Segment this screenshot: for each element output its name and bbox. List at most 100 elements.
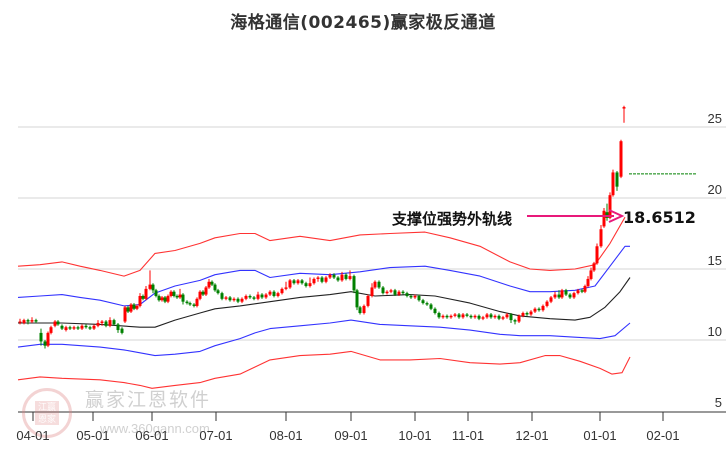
band-inner_upper [17,245,630,307]
chart-title: 海格通信(002465)赢家极反通道 [230,13,496,33]
candle-body [264,294,268,298]
x-tick-label: 12-01 [515,428,549,443]
candle-body [120,328,124,333]
candle-body [46,332,50,346]
candle-body [60,325,64,329]
candle-body [210,281,214,285]
candle-body [316,277,320,279]
x-tick-label: 02-01 [646,428,680,443]
candle-body [207,281,211,288]
candle-body [248,295,252,298]
candle-body [129,304,133,312]
candle-body [172,291,176,296]
candle-body [96,322,100,326]
candle-body [198,291,202,299]
candle-body [272,291,276,296]
candle-body [157,295,161,301]
candle-body [308,283,312,287]
candle-body [417,295,421,301]
candle-body [181,294,185,302]
candle-body [324,277,328,282]
candle-body [493,315,497,318]
candle-body [108,320,112,326]
watermark-text: 赢家江恩软件 [85,389,212,411]
y-tick-label: 20 [707,182,722,197]
candle-body [224,297,228,299]
candle-body [366,295,370,306]
candle-body [141,295,145,299]
candle-body [138,295,142,306]
candle-body [328,274,332,278]
candle-body [30,320,34,322]
watermark-seal-text: 江赢恩家 [35,401,59,425]
candle-body [370,287,374,296]
candle-body [104,321,108,326]
y-tick-label: 25 [707,111,722,126]
candle-body [160,297,164,301]
candle-body [26,320,30,322]
band-outer_upper [17,216,626,277]
candle-body [135,305,139,309]
candle-body [92,325,96,329]
candle-body [252,297,256,299]
annotation-label: 支撑位强势外轨线 [392,210,513,228]
candle-body [204,287,208,295]
candle-body [433,308,437,314]
candle-body [123,307,127,322]
candle-body [545,301,549,306]
candle-body [389,290,393,292]
candle-body [232,298,236,301]
candle-body [393,290,397,295]
candle-body [100,321,104,323]
candle-body [53,321,57,326]
candle-body [112,320,116,325]
candle-body [80,325,84,329]
candle-body [485,314,489,318]
candle-body [151,284,155,291]
candle-body [68,327,72,329]
candle-body [521,313,525,316]
candle-body [509,314,513,321]
candle-body [344,274,348,279]
candle-body [144,288,148,299]
band-outer_lower [17,350,631,389]
candle-body [413,295,417,298]
candle-body [397,291,401,295]
x-tick-label: 01-01 [583,428,617,443]
candle-body [549,297,553,302]
candle-body [340,274,344,281]
candle-body [586,278,590,287]
candle-body [49,327,53,333]
candle-body [421,300,425,304]
candle-body [163,297,167,302]
candle-body [18,321,22,323]
candle-body [268,291,272,295]
candle-body [592,263,596,271]
candle-body [256,294,260,299]
x-tick-label: 05-01 [76,428,110,443]
candle-body [461,314,465,318]
candle-body [220,293,224,299]
candle-body [557,294,561,298]
annotation-arrow-head-icon [608,209,625,223]
candle-body [276,293,280,296]
candle-body [564,290,568,295]
candle-body [175,295,179,298]
candle-body [529,311,533,315]
candle-body [429,304,433,309]
channel-bands [17,216,631,389]
candle-body [489,314,493,318]
candlesticks [18,105,626,349]
candle-body [553,294,557,298]
y-tick-label: 15 [707,253,722,268]
candle-body [501,317,505,319]
candle-body [76,327,80,329]
candle-body [541,305,545,311]
candle-body [336,277,340,281]
candle-body [517,315,521,322]
candle-body [56,321,60,325]
candle-body [533,308,537,312]
candle-body [358,307,362,314]
candle-body [260,294,264,298]
